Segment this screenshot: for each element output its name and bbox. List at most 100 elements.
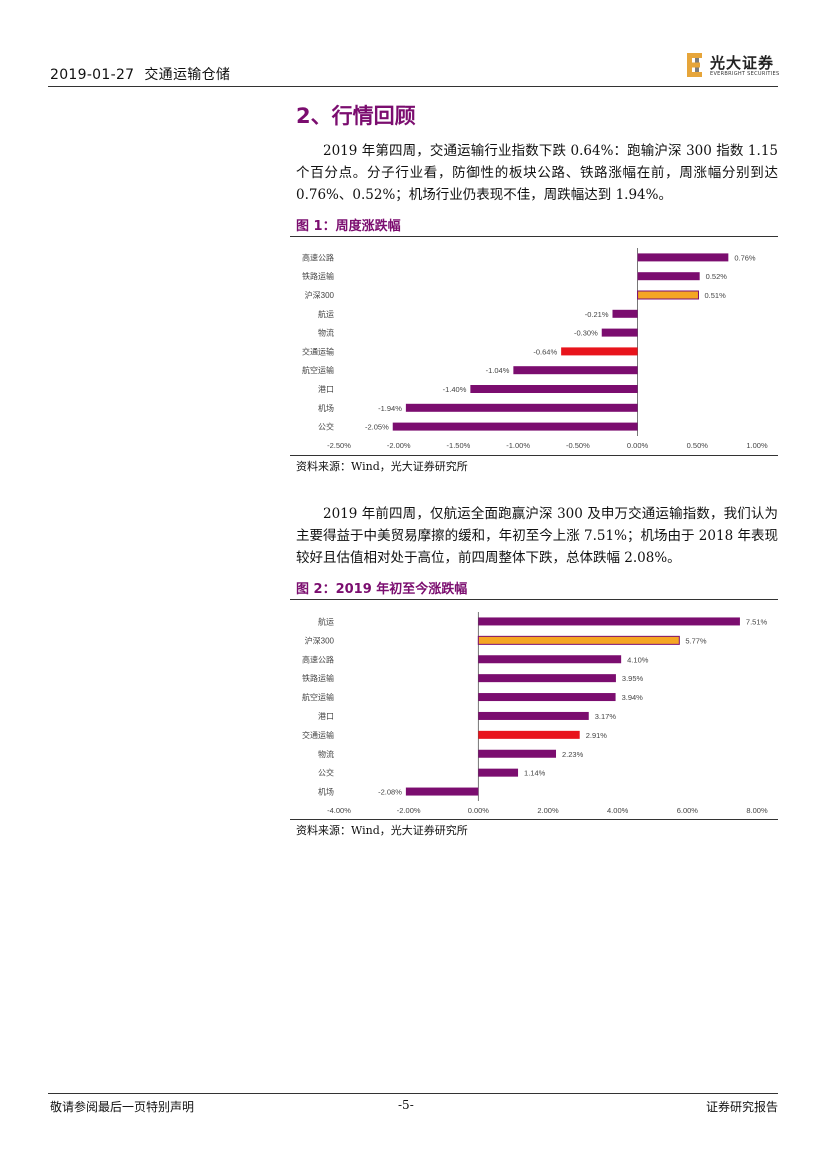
tick-label: 8.00% — [746, 806, 768, 815]
bar — [637, 290, 699, 300]
figure-1-chart: 高速公路 0.76% 铁路运输 0.52% 沪深300 0.51% 航运 -0.21% 物流 -0… — [290, 240, 778, 452]
category-label: 高速公路 — [302, 654, 334, 664]
tick-label: 2.00% — [537, 806, 559, 815]
tick-label: -2.00% — [387, 441, 411, 450]
category-label: 机场 — [318, 403, 334, 413]
bar — [478, 617, 740, 626]
figure-2-chart: 航运 7.51% 沪深300 5.77% 高速公路 4.10% 铁路运输 3.95% 航空运输 3… — [290, 603, 778, 817]
data-label: 2.23% — [562, 750, 584, 759]
tick-label: 1.00% — [746, 441, 768, 450]
data-label: -2.05% — [365, 423, 389, 432]
bar — [478, 749, 557, 758]
tick-label: -0.50% — [566, 441, 590, 450]
footer-report-type: 证券研究报告 — [705, 1100, 778, 1114]
tick-label: 6.00% — [677, 806, 699, 815]
tick-label: -2.00% — [397, 806, 421, 815]
tick-label: -1.00% — [506, 441, 530, 450]
bar — [513, 366, 638, 375]
paragraph-weekly: 2019 年第四周，交通运输行业指数下跌 0.64%：跑输沪深 300 指数 1… — [296, 140, 778, 206]
bar — [478, 674, 616, 683]
data-label: 1.14% — [524, 769, 546, 778]
bar — [478, 768, 519, 777]
category-label: 铁路运输 — [302, 271, 334, 281]
company-logo: 光大证券 EVERBRIGHT SECURITIES — [686, 52, 786, 82]
data-label: 3.95% — [622, 674, 644, 683]
data-label: 5.77% — [685, 636, 707, 645]
category-label: 航运 — [318, 309, 334, 319]
bar — [612, 309, 638, 318]
data-label: -2.08% — [378, 788, 402, 797]
tick-label: -1.50% — [447, 441, 471, 450]
data-label: 0.52% — [706, 272, 728, 281]
bar — [601, 328, 638, 337]
figure-2-bottom-rule — [290, 819, 778, 820]
logo-text-cn: 光大证券 — [710, 54, 775, 72]
bar — [477, 635, 680, 645]
category-label: 铁路运输 — [302, 673, 334, 683]
category-label: 航运 — [318, 616, 334, 626]
tick-label: 4.00% — [607, 806, 629, 815]
paragraph-ytd: 2019 年前四周，仅航运全面跑赢沪深 300 及申万交通运输指数，我们认为主要… — [296, 503, 778, 569]
section-title: 2、行情回顾 — [296, 104, 416, 128]
data-label: 0.51% — [704, 291, 726, 300]
figure-1-svg: 高速公路 0.76% 铁路运输 0.52% 沪深300 0.51% 航运 -0.21% 物流 -0… — [302, 248, 768, 450]
category-label: 交通运输 — [302, 730, 334, 740]
data-label: 0.76% — [734, 253, 756, 262]
tick-label: -4.00% — [327, 806, 351, 815]
bar — [405, 787, 479, 796]
logo-mark-icon — [687, 53, 702, 77]
figure-1-top-rule — [290, 236, 778, 237]
header-bar: 2019-01-27 交通运输仓储 — [50, 64, 230, 84]
figure-1-bottom-rule — [290, 455, 778, 456]
category-label: 高速公路 — [302, 252, 334, 262]
figure-1-title: 图 1：周度涨跌幅 — [296, 219, 401, 234]
data-label: -0.64% — [533, 347, 557, 356]
data-label: -1.94% — [378, 404, 402, 413]
bar — [637, 253, 729, 262]
category-label: 机场 — [318, 787, 334, 797]
data-label: -0.21% — [585, 310, 609, 319]
figure-2-source: 资料来源：Wind，光大证券研究所 — [296, 824, 468, 837]
bar — [637, 272, 700, 281]
tick-label: 0.00% — [468, 806, 490, 815]
tick-label: 0.50% — [687, 441, 709, 450]
paragraph-ytd-text: 2019 年前四周，仅航运全面跑赢沪深 300 及申万交通运输指数，我们认为主要… — [296, 506, 778, 566]
data-label: 2.91% — [586, 731, 608, 740]
bar — [392, 422, 638, 431]
category-label: 公交 — [318, 768, 334, 778]
bar — [478, 655, 622, 664]
report-date: 2019-01-27 — [50, 67, 135, 83]
data-label: 3.94% — [622, 693, 644, 702]
bar — [478, 711, 589, 720]
figure-1-source: 资料来源：Wind，光大证券研究所 — [296, 460, 468, 473]
bar — [405, 403, 638, 412]
data-label: -1.40% — [443, 385, 467, 394]
category-label: 沪深300 — [305, 290, 335, 300]
data-label: 3.17% — [595, 712, 617, 721]
category-label: 航空运输 — [302, 692, 334, 702]
footer-disclaimer: 敬请参阅最后一页特别声明 — [50, 1100, 195, 1114]
data-label: 4.10% — [627, 655, 649, 664]
category-label: 交通运输 — [302, 346, 334, 356]
bar — [478, 730, 580, 739]
category-label: 港口 — [318, 711, 334, 721]
figure-2-top-rule — [290, 599, 778, 600]
figure-2-title: 图 2：2019 年初至今涨跌幅 — [296, 582, 468, 597]
report-category: 交通运输仓储 — [144, 67, 231, 83]
category-label: 物流 — [318, 749, 334, 759]
tick-label: -2.50% — [327, 441, 351, 450]
bar — [470, 385, 638, 393]
category-label: 物流 — [318, 328, 334, 338]
category-label: 航空运输 — [302, 365, 334, 375]
footer-divider — [48, 1093, 778, 1094]
category-label: 公交 — [318, 422, 334, 432]
category-label: 沪深300 — [305, 635, 335, 645]
data-label: -0.30% — [574, 329, 598, 338]
logo-text-en: EVERBRIGHT SECURITIES — [710, 71, 780, 77]
bar — [478, 693, 616, 702]
figure-2-svg: 航运 7.51% 沪深300 5.77% 高速公路 4.10% 铁路运输 3.95% 航空运输 3… — [302, 612, 768, 815]
data-label: 7.51% — [746, 617, 768, 626]
tick-label: 0.00% — [627, 441, 649, 450]
bar — [561, 347, 638, 356]
paragraph-weekly-text: 2019 年第四周，交通运输行业指数下跌 0.64%：跑输沪深 300 指数 1… — [296, 143, 778, 203]
